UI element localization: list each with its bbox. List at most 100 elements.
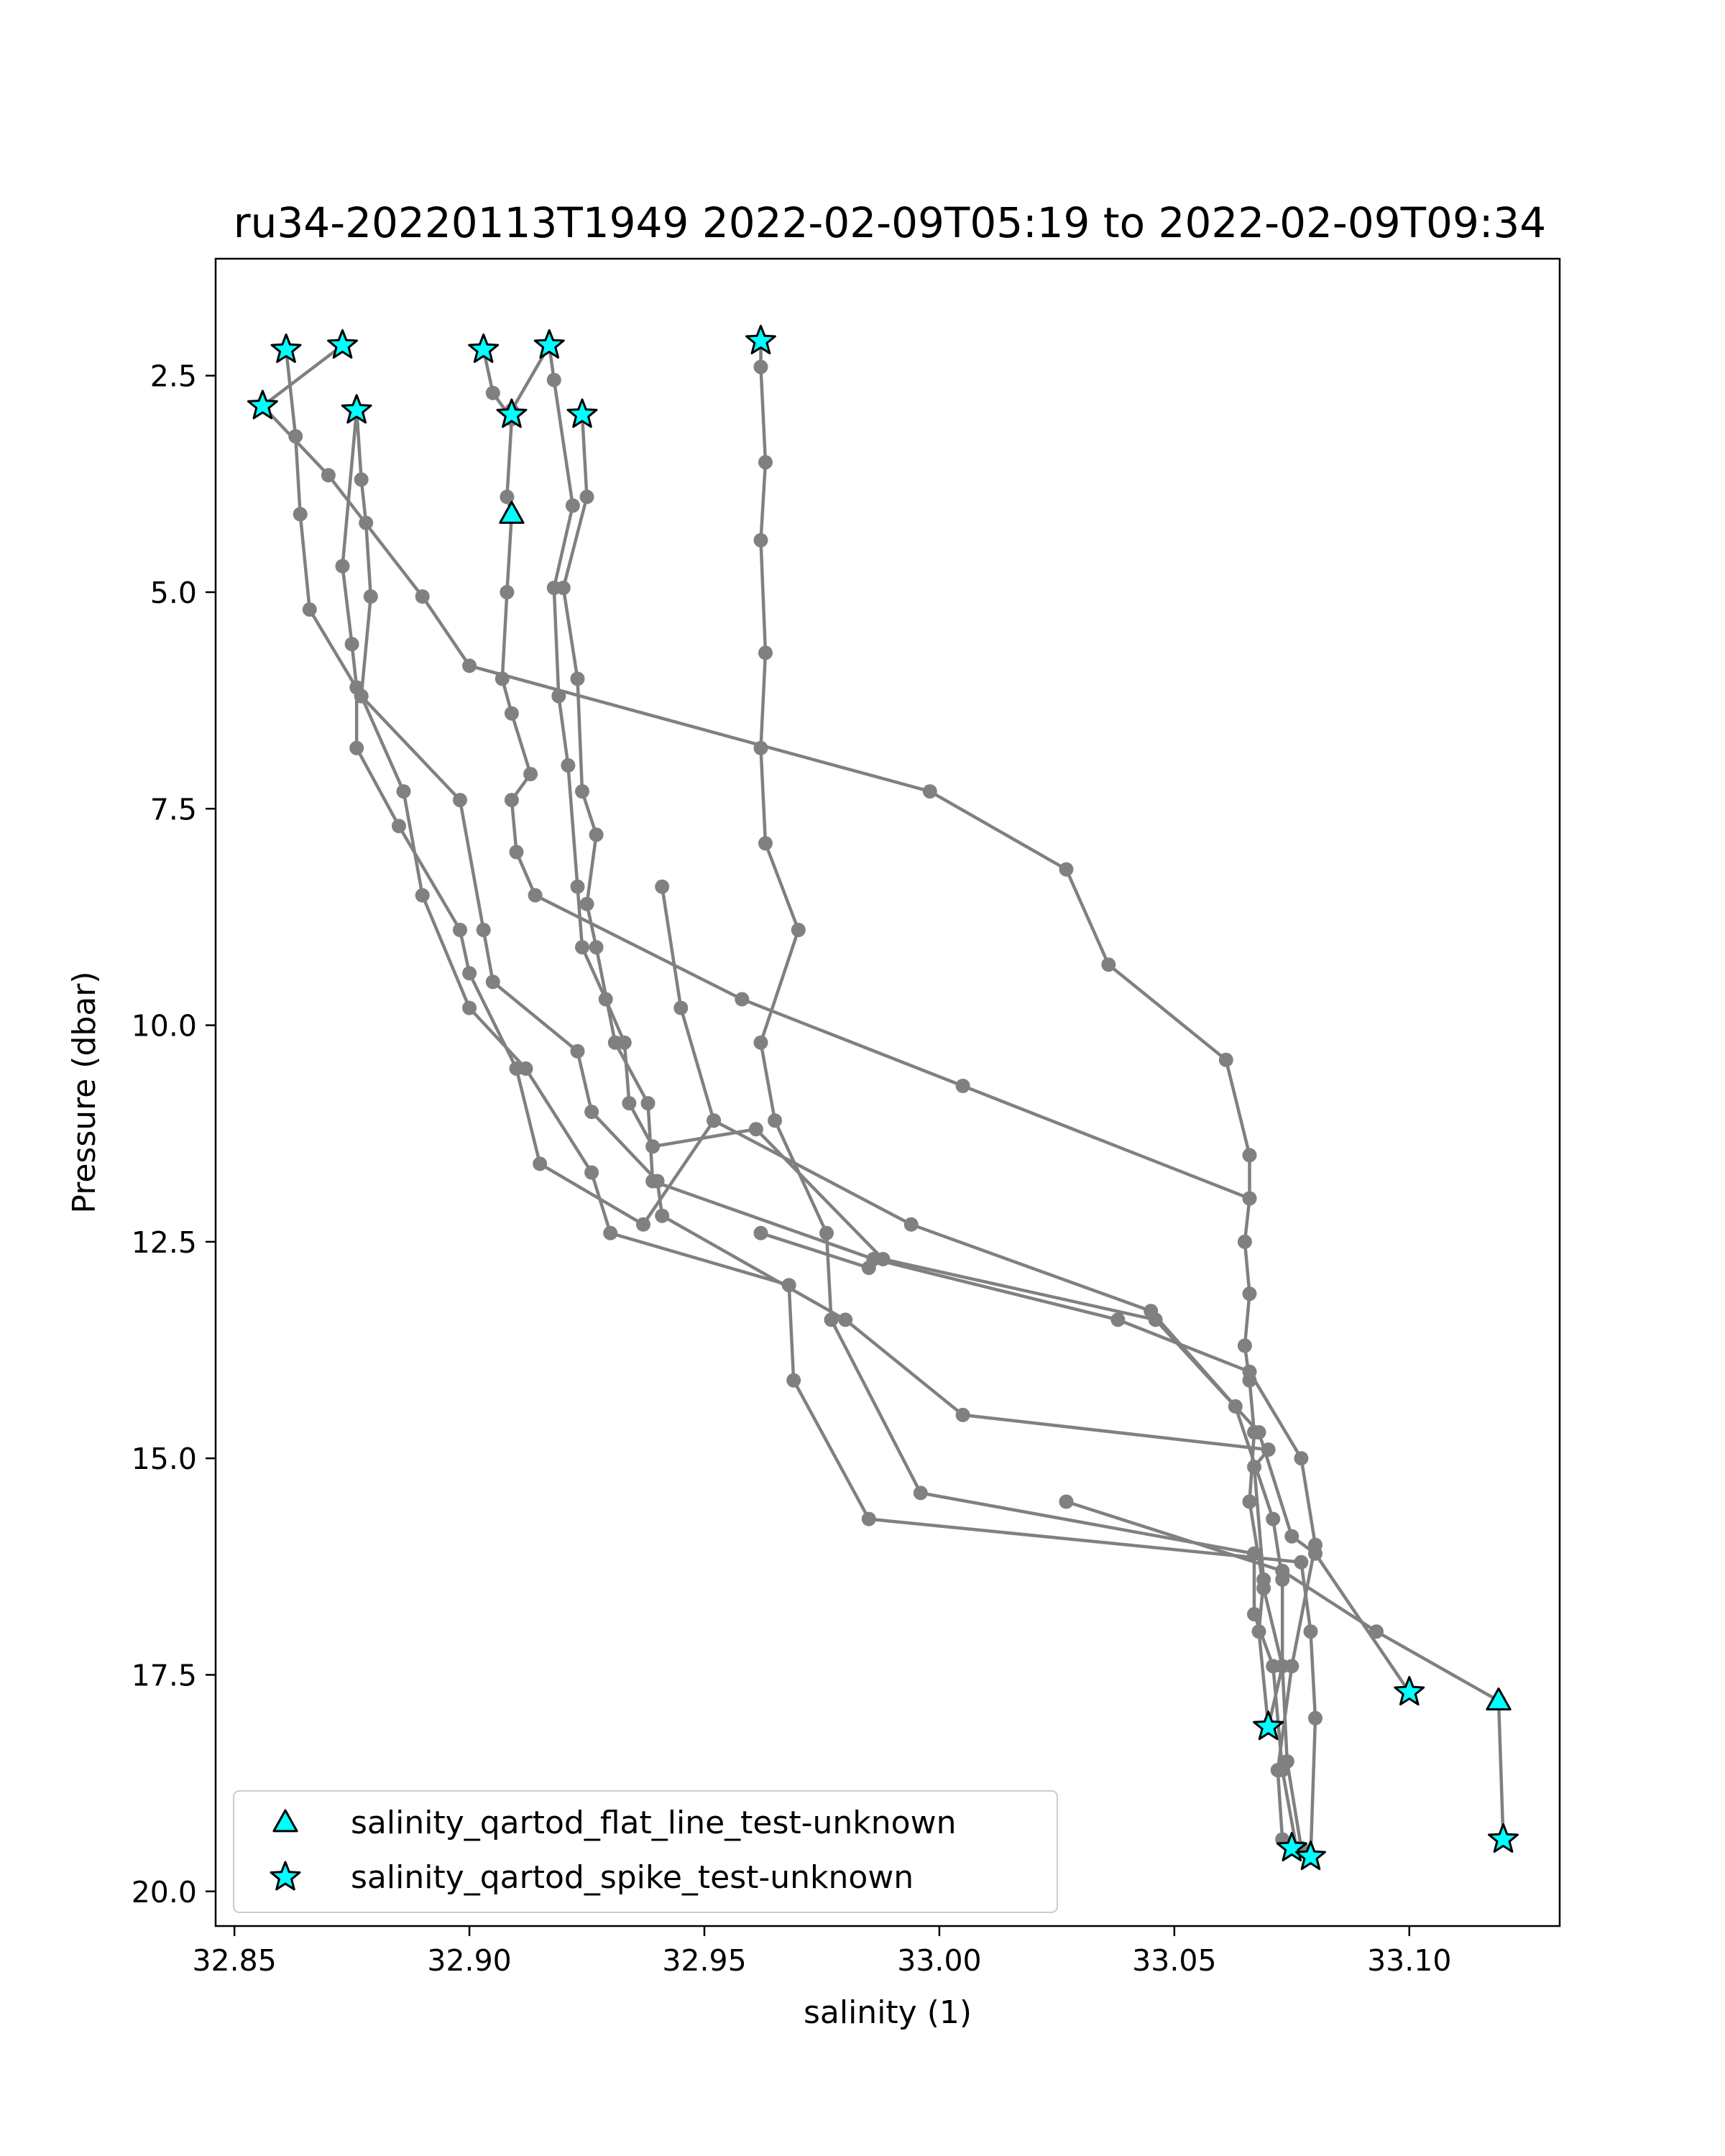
data-point bbox=[922, 784, 937, 799]
spike-flag-marker bbox=[1394, 1676, 1425, 1706]
data-point bbox=[509, 1061, 524, 1076]
data-point bbox=[504, 706, 519, 721]
data-point bbox=[645, 1174, 661, 1189]
flag-markers bbox=[247, 325, 1519, 1871]
x-tick-label: 33.10 bbox=[1367, 1943, 1451, 1978]
data-point bbox=[636, 1217, 650, 1232]
legend-label: salinity_qartod_flat_line_test-unknown bbox=[351, 1805, 956, 1841]
data-point bbox=[494, 671, 510, 686]
data-point bbox=[335, 558, 350, 573]
data-point bbox=[758, 645, 773, 660]
flat-line-flag-marker bbox=[1486, 1687, 1512, 1710]
data-point bbox=[476, 923, 491, 937]
data-point bbox=[673, 1000, 689, 1015]
data-point bbox=[504, 793, 519, 808]
data-point bbox=[1294, 1451, 1309, 1466]
legend-box bbox=[233, 1790, 1058, 1913]
data-point bbox=[1266, 1511, 1281, 1526]
spike-flag-marker bbox=[327, 329, 358, 359]
data-point bbox=[1303, 1624, 1318, 1639]
data-point bbox=[1284, 1659, 1300, 1674]
spike-flag-marker bbox=[566, 398, 598, 428]
data-point bbox=[575, 784, 589, 799]
data-point bbox=[758, 455, 773, 470]
data-point bbox=[603, 1225, 618, 1240]
data-point bbox=[753, 1035, 768, 1050]
data-point bbox=[462, 658, 477, 673]
data-point bbox=[1242, 1494, 1257, 1509]
data-point bbox=[453, 923, 467, 937]
data-point bbox=[655, 879, 670, 894]
data-point bbox=[861, 1261, 876, 1276]
data-point bbox=[363, 589, 378, 604]
data-point bbox=[1251, 1624, 1266, 1639]
data-point bbox=[321, 468, 336, 483]
data-point bbox=[561, 758, 576, 773]
y-tick-label: 10.0 bbox=[132, 1009, 197, 1044]
data-point bbox=[570, 879, 585, 894]
spike-flag-marker bbox=[1295, 1841, 1326, 1871]
data-point bbox=[1059, 862, 1074, 877]
flat-line-flag-marker bbox=[499, 501, 525, 524]
data-point bbox=[584, 1105, 599, 1120]
data-point bbox=[1237, 1338, 1252, 1353]
data-point bbox=[1251, 1425, 1266, 1439]
spike-flag-marker bbox=[468, 333, 500, 363]
profile-line-1 bbox=[759, 341, 1299, 1848]
data-point bbox=[1242, 1148, 1257, 1163]
data-point bbox=[1059, 1494, 1074, 1509]
data-point bbox=[528, 888, 543, 903]
data-point bbox=[753, 1225, 768, 1240]
data-point bbox=[1110, 1312, 1126, 1327]
data-point bbox=[640, 1096, 656, 1111]
x-tick-label: 33.00 bbox=[897, 1943, 981, 1978]
data-point bbox=[1275, 1563, 1290, 1578]
data-point bbox=[622, 1096, 637, 1111]
data-point bbox=[288, 429, 303, 444]
data-point bbox=[415, 589, 430, 604]
y-tick-label: 2.5 bbox=[150, 359, 197, 394]
y-tick-label: 5.0 bbox=[150, 576, 197, 610]
data-point bbox=[1284, 1529, 1300, 1544]
data-point bbox=[589, 827, 604, 842]
data-point bbox=[955, 1079, 970, 1093]
data-point bbox=[500, 585, 515, 599]
profile-line-10 bbox=[760, 1231, 870, 1270]
spike-flag-marker bbox=[1488, 1823, 1519, 1853]
data-point bbox=[1270, 1763, 1285, 1778]
data-point bbox=[533, 1156, 548, 1171]
data-point bbox=[1308, 1710, 1322, 1726]
spike-flag-marker bbox=[1253, 1710, 1284, 1741]
data-point bbox=[607, 1035, 622, 1050]
x-tick-label: 32.95 bbox=[662, 1943, 746, 1978]
data-point bbox=[556, 581, 571, 595]
data-point bbox=[415, 888, 430, 903]
chart-title: ru34-20220113T1949 2022-02-09T05:19 to 2… bbox=[234, 198, 1546, 247]
data-point bbox=[838, 1312, 853, 1327]
data-point bbox=[1279, 1754, 1294, 1769]
data-point bbox=[824, 1312, 839, 1327]
y-tick-label: 7.5 bbox=[150, 792, 197, 826]
data-point bbox=[570, 1044, 585, 1059]
data-point bbox=[570, 671, 585, 686]
data-point bbox=[1237, 1234, 1252, 1249]
spike-flag-marker bbox=[341, 394, 372, 424]
data-point bbox=[1369, 1624, 1384, 1639]
data-point bbox=[786, 1373, 801, 1388]
data-point bbox=[293, 507, 308, 522]
data-point bbox=[396, 784, 411, 799]
data-point bbox=[579, 489, 594, 505]
data-point bbox=[485, 385, 500, 400]
data-point bbox=[354, 472, 369, 487]
data-point bbox=[645, 1139, 661, 1154]
data-point bbox=[589, 940, 604, 955]
data-point bbox=[1218, 1052, 1233, 1067]
data-point bbox=[302, 602, 317, 617]
y-axis-label: Pressure (dbar) bbox=[66, 971, 103, 1213]
x-tick-label: 33.05 bbox=[1132, 1943, 1216, 1978]
legend-label: salinity_qartod_spike_test-unknown bbox=[351, 1859, 914, 1896]
data-point bbox=[1247, 1607, 1261, 1622]
data-point bbox=[546, 372, 561, 387]
data-point bbox=[707, 1113, 722, 1128]
data-point bbox=[579, 896, 594, 911]
